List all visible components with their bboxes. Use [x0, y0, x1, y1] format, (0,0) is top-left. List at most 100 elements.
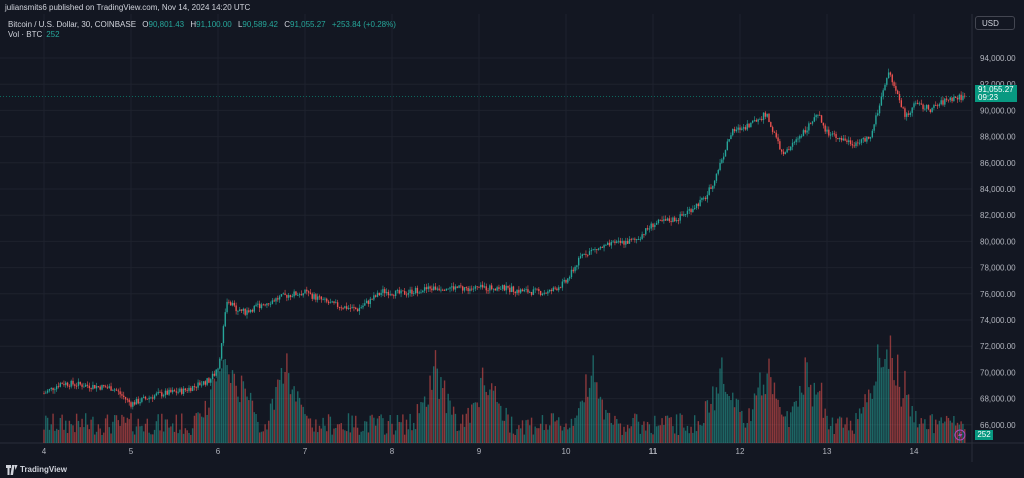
volume-bar-471: [896, 354, 899, 443]
volume-bar-62: [155, 421, 158, 443]
volume-bar-486: [924, 419, 926, 443]
volume-bar-223: [447, 393, 449, 443]
candle-body-132: [282, 293, 284, 295]
candle-body-83: [193, 386, 196, 387]
candle-body-337: [654, 224, 656, 228]
candle-body-47: [128, 399, 130, 403]
y-tick-label-5: 76,000.00: [980, 290, 1016, 299]
volume-bar-348: [674, 433, 676, 443]
volume-bar-178: [365, 421, 368, 443]
symbol-label[interactable]: Bitcoin / U.S. Dollar, 30, COINBASE: [8, 20, 137, 29]
candle-body-198: [402, 290, 404, 292]
volume-bar-46: [126, 417, 129, 443]
volume-bar-301: [588, 387, 591, 443]
volume-bar-466: [887, 368, 890, 443]
volume-bar-144: [304, 414, 306, 443]
volume-bar-100: [224, 359, 226, 443]
candle-body-88: [202, 381, 205, 385]
volume-bar-419: [802, 394, 805, 443]
volume-bar-321: [625, 431, 627, 443]
candle-body-386: [742, 127, 745, 129]
candle-body-211: [425, 287, 428, 290]
volume-bar-445: [849, 420, 852, 443]
candle-body-268: [529, 292, 531, 293]
candle-body-452: [862, 138, 864, 140]
volume-bar-229: [458, 430, 460, 443]
candle-body-156: [326, 298, 328, 302]
volume-bar-246: [489, 389, 491, 443]
candle-body-501: [951, 97, 953, 102]
volume-bar-493: [936, 424, 939, 443]
candle-body-144: [304, 289, 306, 294]
candle-body-245: [487, 290, 489, 292]
candle-body-20: [79, 381, 81, 385]
candle-body-177: [364, 303, 366, 306]
currency-button[interactable]: USD: [975, 16, 1015, 30]
volume-bar-143: [302, 406, 304, 443]
volume-bar-334: [648, 424, 651, 443]
volume-bar-150: [315, 419, 317, 443]
candle-body-136: [289, 295, 292, 297]
candle-body-84: [195, 386, 197, 388]
close-label: C: [284, 20, 291, 29]
volume-bar-410: [786, 411, 788, 443]
candle-body-117: [255, 304, 257, 306]
volume-tag: 252: [975, 430, 993, 440]
volume-bar-58: [148, 432, 150, 443]
volume-bar-373: [719, 368, 721, 443]
candle-body-99: [222, 326, 225, 344]
volume-bar-80: [188, 432, 190, 443]
candle-body-8: [57, 386, 60, 388]
candle-body-395: [759, 118, 761, 120]
candle-body-255: [505, 285, 507, 291]
candle-body-102: [228, 301, 230, 303]
candle-body-58: [148, 397, 150, 400]
volume-bar-12: [65, 420, 67, 443]
y-tick-label-0: 66,000.00: [980, 421, 1016, 430]
candle-body-248: [492, 288, 495, 290]
volume-bar-220: [442, 388, 444, 443]
volume-bar-194: [394, 430, 397, 443]
y-tick-label-8: 82,000.00: [980, 211, 1016, 220]
candle-body-238: [474, 286, 477, 289]
volume-bar-203: [411, 430, 413, 443]
volume-bar-30: [97, 424, 100, 443]
volume-bar-86: [199, 413, 201, 443]
volume-bar-96: [217, 369, 219, 443]
candle-body-445: [849, 140, 852, 145]
candle-body-81: [190, 387, 192, 391]
volume-bar-81: [190, 434, 192, 443]
candle-body-235: [469, 288, 471, 292]
candle-body-115: [251, 309, 254, 312]
candle-body-364: [703, 197, 705, 199]
volume-bar-145: [306, 415, 308, 443]
volume-bar-291: [570, 418, 573, 443]
footer-brand[interactable]: TradingView: [20, 465, 67, 474]
volume-bar-193: [393, 434, 395, 443]
volume-bar-382: [735, 398, 738, 443]
volume-bar-457: [871, 398, 874, 443]
volume-label[interactable]: Vol · BTC: [8, 30, 43, 39]
volume-bar-115: [251, 400, 254, 443]
volume-bar-421: [806, 362, 808, 443]
y-tick-label-1: 68,000.00: [980, 395, 1016, 404]
candle-body-145: [306, 289, 308, 292]
volume-bar-54: [141, 425, 143, 443]
volume-bar-225: [451, 414, 453, 443]
volume-bar-424: [811, 406, 814, 443]
candle-body-374: [721, 159, 723, 163]
volume-bar-3: [48, 429, 51, 443]
volume-bar-157: [327, 414, 330, 443]
volume-bar-455: [867, 389, 870, 443]
candle-body-203: [411, 289, 413, 294]
candle-body-448: [855, 142, 857, 147]
candle-body-92: [210, 379, 212, 383]
candle-body-10: [61, 383, 63, 385]
candle-body-290: [568, 277, 571, 279]
candle-body-201: [407, 293, 410, 295]
volume-bar-417: [799, 385, 801, 443]
volume-bar-356: [688, 433, 690, 443]
candle-body-286: [561, 281, 564, 288]
candle-body-190: [387, 291, 390, 296]
